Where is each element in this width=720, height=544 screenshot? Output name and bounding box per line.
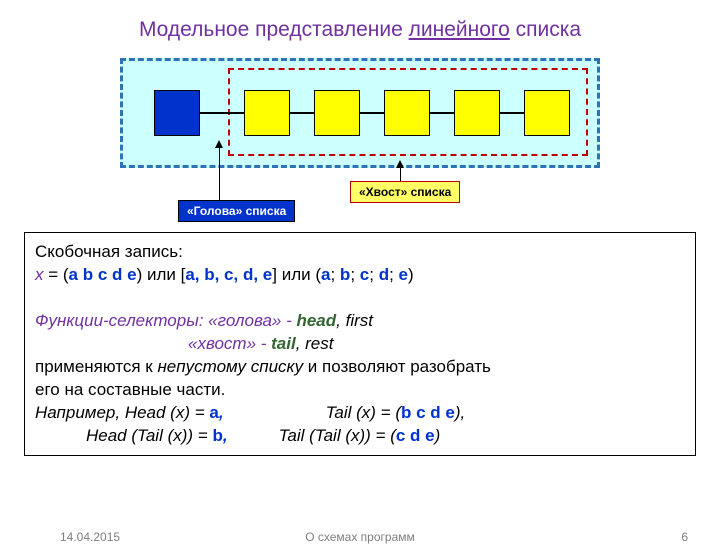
head-arrow-tip [215,140,223,148]
list-diagram [120,58,600,168]
tail-arrow-line [400,166,401,182]
line-notation: x = (a b c d e) или [a, b, c, d, e] или … [35,264,685,287]
line-apply-1: применяются к непустому списку и позволя… [35,356,685,379]
title-part2: списка [510,18,581,41]
body-node-5 [524,90,570,136]
body-node-4 [454,90,500,136]
title-underlined: линейного [409,18,510,41]
line-example-2: Head (Tail (x)) = b, Tail (Tail (x)) = (… [35,425,685,448]
link-2 [290,112,314,114]
slide-title: Модельное представление линейного списка [24,18,696,42]
line-apply-2: его на составные части. [35,379,685,402]
link-5 [500,112,524,114]
body-node-2 [314,90,360,136]
footer-page: 6 [681,530,688,544]
line-notation-title: Скобочная запись: [35,241,685,264]
line-selectors-2: «хвост» - tail, rest [35,333,685,356]
title-part1: Модельное представление [139,18,409,41]
body-node-1 [244,90,290,136]
content-box: Скобочная запись: x = (a b c d e) или [a… [24,232,696,456]
head-arrow-line [219,146,220,202]
link-4 [430,112,454,114]
link-3 [360,112,384,114]
body-node-3 [384,90,430,136]
line-selectors-1: Функции-селекторы: «голова» - head, firs… [35,310,685,333]
tail-label: «Хвост» списка [350,181,460,203]
footer-center: О схемах программ [0,530,720,544]
head-node [154,90,200,136]
head-label: «Голова» списка [178,200,295,222]
link-1 [200,112,244,114]
line-example-1: Например, Head (x) = a, Tail (x) = (b c … [35,402,685,425]
tail-arrow-tip [396,160,404,168]
